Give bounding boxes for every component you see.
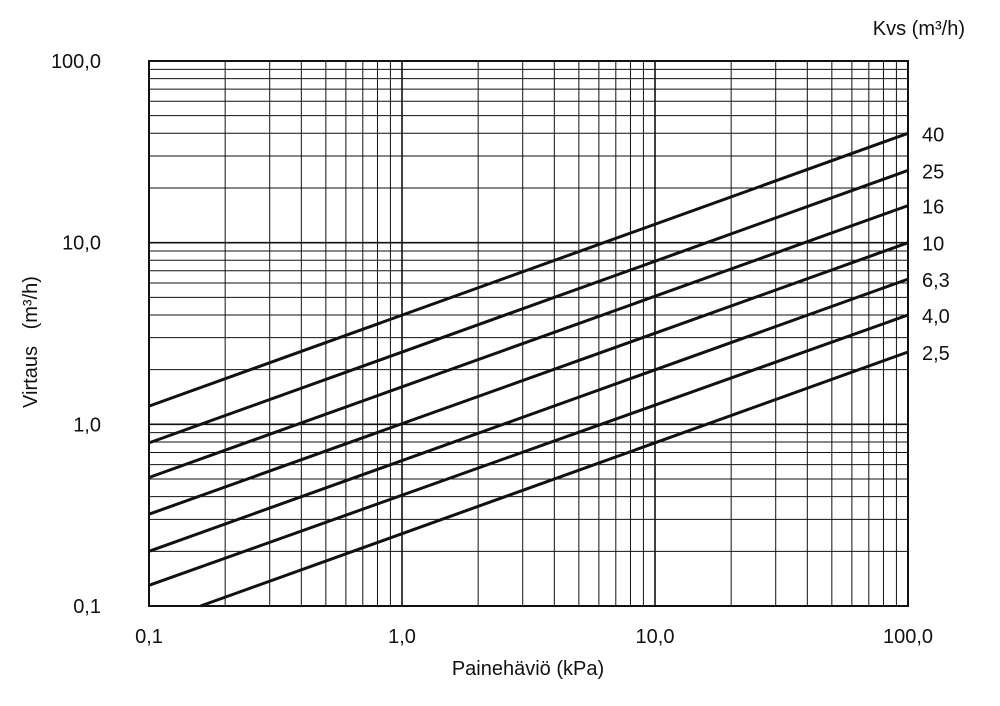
x-tick-label: 1,0 (388, 626, 416, 648)
plot-frame (148, 60, 909, 607)
series-line-25 (148, 168, 909, 445)
x-tick-label: 0,1 (135, 626, 163, 648)
series-lines (148, 131, 909, 608)
legend-title: Kvs (m³/h) (873, 18, 965, 40)
series-label: 6,3 (922, 270, 950, 292)
y-tick-label: 0,1 (73, 596, 101, 618)
series-label: 25 (922, 161, 944, 183)
series-label: 10 (922, 234, 944, 256)
y-tick-label: 100,0 (51, 51, 101, 73)
y-tick-label: 10,0 (62, 233, 101, 255)
grid (148, 61, 908, 607)
y-axis-title: Virtaus (m³/h) (20, 276, 42, 408)
x-axis-title: Painehäviö (kPa) (452, 658, 604, 680)
y-tick-labels: 0,1 1,0 10,0 100,0 (51, 51, 101, 618)
y-tick-label: 1,0 (73, 414, 101, 436)
series-label: 40 (922, 124, 944, 146)
series-label: 16 (922, 197, 944, 219)
series-line-2-5 (200, 350, 909, 608)
x-tick-label: 10,0 (636, 626, 675, 648)
x-tick-label: 100,0 (883, 626, 933, 648)
series-labels: 40 25 16 10 6,3 4,0 2,5 (922, 124, 950, 365)
series-line-6-3 (148, 277, 909, 553)
series-line-40 (148, 131, 909, 408)
series-line-16 (148, 204, 909, 479)
x-tick-labels: 0,1 1,0 10,0 100,0 (135, 626, 933, 648)
series-label: 4,0 (922, 306, 950, 328)
series-line-10 (148, 241, 909, 516)
series-label: 2,5 (922, 343, 950, 365)
series-line-4-0 (148, 313, 909, 587)
